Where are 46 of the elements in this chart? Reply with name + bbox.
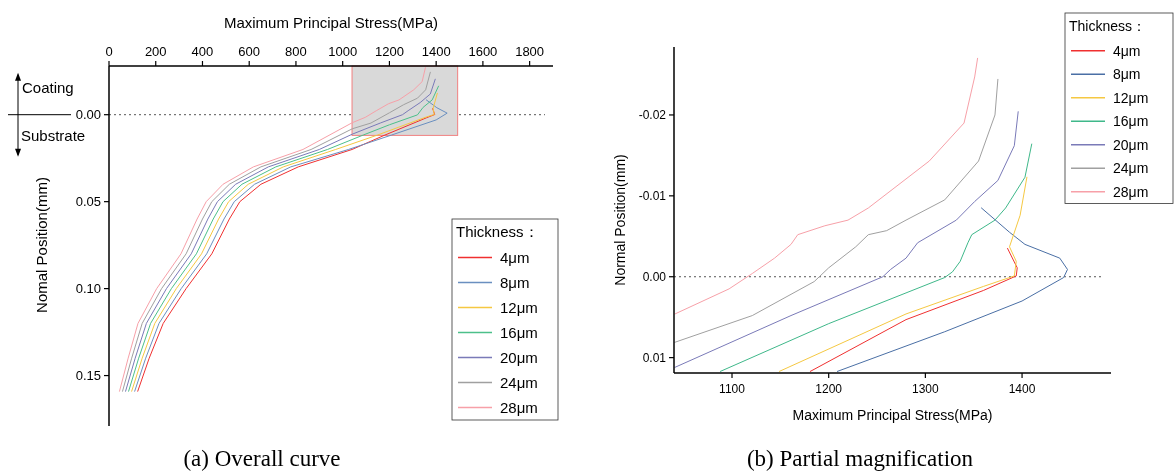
legend-label: 28μm [500, 398, 538, 416]
x-tick-label: 1300 [912, 382, 940, 396]
y-tick-label: 0.05 [75, 194, 101, 210]
legend-label: 4μm [500, 248, 530, 266]
x-tick-label: 1400 [1008, 382, 1036, 396]
legend-label: 12μm [1113, 89, 1149, 106]
legend-label: 20μm [500, 348, 538, 366]
x-tick-label: 1000 [328, 44, 358, 59]
legend-label: 12μm [500, 298, 538, 316]
x-tick-label: 1600 [468, 44, 498, 59]
x-tick-label: 800 [285, 44, 307, 59]
y-tick-label: 0.15 [75, 368, 101, 384]
text: Substrate [21, 126, 86, 144]
y-tick-label: 0.10 [75, 281, 101, 297]
legend-title: Thickness： [1069, 18, 1147, 34]
x-tick-label: 200 [144, 44, 167, 59]
y-tick-label: -0.01 [638, 189, 667, 204]
x-axis-title: Maximum Principal Stress(MPa) [223, 14, 439, 31]
legend-label: 8μm [1113, 66, 1141, 83]
x-tick-label: 1200 [374, 44, 404, 59]
x-tick-label: 0 [105, 44, 113, 59]
legend-label: 16μm [1113, 113, 1149, 130]
legend-title: Thickness： [456, 223, 539, 240]
legend-label: 4μm [1113, 42, 1141, 59]
x-tick-label: 400 [191, 44, 214, 59]
x-tick-label: 600 [238, 44, 261, 59]
y-axis-title: Nomal Position(mm) [33, 177, 50, 313]
text: (a) Overall curve [183, 446, 341, 471]
y-tick-label: -0.02 [638, 108, 667, 123]
x-tick-label: 1200 [815, 382, 843, 396]
x-tick-label: 1800 [515, 44, 545, 59]
y-tick-label: 0.01 [642, 351, 667, 366]
y-tick-label: 0.00 [642, 270, 667, 285]
legend-label: 24μm [1113, 160, 1149, 177]
legend-label: 28μm [1113, 183, 1149, 200]
y-axis-title: Normal Position(mm) [612, 154, 628, 286]
text: (b) Partial magnification [746, 446, 974, 471]
x-axis-title: Maximum Principal Stress(MPa) [792, 407, 993, 423]
legend-label: 24μm [500, 373, 538, 391]
legend-label: 8μm [500, 273, 530, 291]
legend-label: 20μm [1113, 136, 1149, 153]
legend-label: 16μm [500, 323, 538, 341]
x-tick-label: 1400 [421, 44, 451, 59]
x-tick-label: 1100 [719, 382, 746, 396]
text: Coating [22, 78, 74, 96]
y-tick-label: 0.00 [75, 107, 101, 123]
